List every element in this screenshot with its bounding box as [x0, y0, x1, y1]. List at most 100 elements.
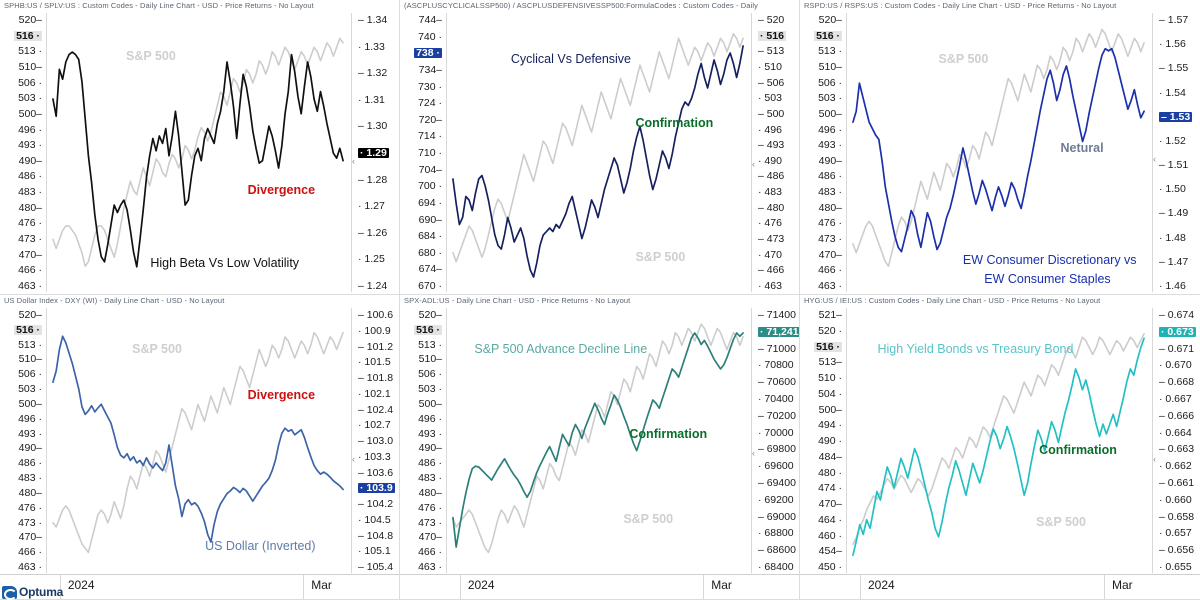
right-axis[interactable]: – 100.6 · 100.9 – 101.2 · 101.5 – 101.8 · 102…	[353, 308, 399, 599]
panel-ew-consumer-discretionary-vs-staples[interactable]: RSPD:US / RSPS:US : Custom Codes - Daily…	[800, 0, 1200, 295]
plot-area[interactable]: 520– 516 · 513 · 510– 506 · 503 · 500– 496 · 493…	[800, 13, 1200, 294]
right-axis[interactable]: – 71400 · 71,241 – 71000 · 70800 – 70600 · 70…	[753, 308, 799, 599]
plot-frame[interactable]: S&P 500 Netural EW Consumer Discretionary …	[846, 13, 1153, 292]
axis-tick: 460 ·	[818, 529, 842, 542]
chevron-left-icon[interactable]: ‹	[752, 159, 755, 170]
axis-tick: 690–	[418, 213, 442, 226]
axis-tick: 473 ·	[18, 516, 42, 529]
axis-tick: · 476	[758, 217, 782, 230]
chevron-left-icon[interactable]: ‹	[352, 156, 355, 167]
axis-tick: · 1.25	[358, 253, 385, 266]
right-axis[interactable]: – 0.674 · 0.673 – 0.671 · 0.670 – 0.668 · 0.6…	[1154, 308, 1200, 599]
plot-frame[interactable]: S&P 500 Divergence High Beta Vs Low Volati…	[46, 13, 352, 292]
axis-tick: 694 ·	[418, 196, 442, 209]
left-axis[interactable]: 520– 516 · 513 · 510– 506 · 503 · 500– 496 · 493…	[0, 13, 46, 294]
plot-frame[interactable]: S&P 500 Cyclical Vs Defensive Confirmation	[446, 13, 752, 292]
left-axis[interactable]: 520– 516 · 513 · 510– 506 · 503 · 500– 496 · 493…	[0, 308, 46, 599]
axis-tick: – 0.656	[1159, 544, 1195, 557]
axis-tick: 496 ·	[18, 412, 42, 425]
axis-tick: 500–	[818, 107, 842, 120]
chart-lines	[452, 323, 744, 554]
panel-cyclical-vs-defensive[interactable]: (ASCPLUSCYCLICALSSP500) / ASCPLUSDEFENSI…	[400, 0, 800, 295]
axis-tick: 484–	[818, 450, 842, 463]
axis-tick: 674–	[418, 263, 442, 276]
axis-tick: – 1.57	[1159, 14, 1189, 26]
axis-tick: 724 ·	[418, 97, 442, 110]
x-axis-label: 2024	[67, 578, 95, 592]
panel-title: SPX-ADL:US - Daily Line Chart - USD - Pr…	[404, 296, 631, 305]
series-watermark-label: S&P 500	[938, 52, 989, 67]
axis-tick: · 71,241	[758, 325, 799, 338]
chart-annotation: High Beta Vs Low Volatility	[150, 255, 300, 270]
plot-frame[interactable]: S&P 500 Divergence US Dollar (Inverted)	[46, 308, 352, 573]
chart-lines	[452, 33, 744, 278]
axis-tick: – 1.28	[358, 173, 388, 186]
x-axis[interactable]: 2024 Mar	[0, 574, 399, 599]
axis-tick: – 0.671	[1159, 342, 1195, 355]
optuma-logo: Optuma	[2, 585, 63, 600]
axis-tick: 490–	[418, 442, 442, 455]
x-axis[interactable]: 2024 Mar	[400, 574, 799, 599]
axis-tick: · 0.670	[1159, 359, 1192, 372]
x-axis-separator	[860, 575, 861, 599]
axis-tick: 496 ·	[18, 123, 42, 136]
plot-frame[interactable]: S&P 500 S&P 500 Advance Decline Line Confi…	[446, 308, 752, 573]
chevron-left-icon[interactable]: ‹	[1153, 153, 1156, 164]
axis-tick: 483 ·	[18, 472, 42, 485]
panel-sp500-advance-decline-line[interactable]: SPX-ADL:US - Daily Line Chart - USD - Pr…	[400, 295, 800, 600]
x-axis-label: 2024	[467, 578, 495, 592]
axis-tick: – 0.674	[1159, 309, 1195, 321]
axis-tick: 506 ·	[18, 76, 42, 89]
plot-area[interactable]: 520– 516 · 513 · 510– 506 · 503 · 500– 496 · 493…	[0, 308, 399, 599]
left-axis[interactable]: 520– 516 · 513 · 510– 506 · 503 · 500– 496 · 493…	[400, 308, 446, 599]
axis-tick: 734–	[418, 63, 442, 76]
axis-tick: · 1.54	[1159, 86, 1186, 99]
plot-area[interactable]: 521– 520 · 516 · 513– 510 · 504 · 500– 494 · 490…	[800, 308, 1200, 599]
axis-tick: 496 ·	[418, 412, 442, 425]
plot-area[interactable]: 520– 516 · 513 · 510– 506 · 503 · 500– 496 · 493…	[0, 13, 399, 294]
plot-area[interactable]: 520– 516 · 513 · 510– 506 · 503 · 500– 496 · 493…	[400, 308, 799, 599]
axis-tick: · 100.9	[358, 324, 391, 337]
axis-tick: – 506	[758, 76, 785, 89]
left-axis[interactable]: 520– 516 · 513 · 510– 506 · 503 · 500– 496 · 493…	[800, 13, 846, 294]
left-axis[interactable]: 521– 520 · 516 · 513– 510 · 504 · 500– 494 · 490…	[800, 308, 846, 599]
right-axis[interactable]: – 1.57 · 1.56 – 1.55 · 1.54 – 1.53 · 1.52 – 1.…	[1154, 13, 1200, 294]
plot-area[interactable]: 744– 740 · 738 · 734– 730 · 724 · 720– 714 · 710…	[400, 13, 799, 294]
right-axis[interactable]: – 520 · 516 – 513 · 510 – 506 · 503 – 500 · 496…	[753, 13, 799, 294]
axis-tick: · 68400	[758, 561, 794, 573]
axis-tick: · 1.48	[1159, 231, 1186, 244]
axis-tick: 513 ·	[18, 45, 42, 58]
axis-tick: – 493	[758, 139, 785, 152]
x-axis[interactable]: 2024 Mar	[800, 574, 1200, 599]
axis-tick: 520–	[18, 14, 42, 26]
axis-tick: 516 ·	[414, 323, 442, 336]
axis-tick: · 68800	[758, 527, 794, 540]
axis-tick: 463 ·	[18, 561, 42, 573]
panel-us-dollar-inverted[interactable]: US Dollar Index - DXY (WI) - Daily Line …	[0, 295, 400, 600]
chevron-left-icon[interactable]: ‹	[352, 453, 355, 464]
axis-tick: 513 ·	[818, 45, 842, 58]
axis-tick: 486 ·	[18, 457, 42, 470]
plot-frame[interactable]: S&P 500 High Yield Bonds vs Treasury Bond…	[846, 308, 1153, 573]
chevron-left-icon[interactable]: ‹	[752, 447, 755, 458]
chart-annotation: Confirmation	[1039, 443, 1117, 458]
axis-tick: 496 ·	[818, 123, 842, 136]
axis-tick: 720–	[418, 113, 442, 126]
axis-tick: 704–	[418, 163, 442, 176]
axis-tick: 503 ·	[18, 383, 42, 396]
axis-tick: 494 ·	[818, 419, 842, 432]
axis-tick: 500–	[18, 397, 42, 410]
panel-high-beta-vs-low-volatility[interactable]: SPHB:US / SPLV:US : Custom Codes - Daily…	[0, 0, 400, 295]
axis-tick: 486 ·	[818, 170, 842, 183]
axis-tick: 513 ·	[18, 338, 42, 351]
left-axis[interactable]: 744– 740 · 738 · 734– 730 · 724 · 720– 714 · 710…	[400, 13, 446, 294]
chevron-left-icon[interactable]: ‹	[1153, 453, 1156, 464]
optuma-logo-icon	[2, 585, 17, 600]
right-axis[interactable]: – 1.34 · 1.33 – 1.32 · 1.31 – 1.30 · 1.29 – 1.…	[353, 13, 399, 294]
axis-tick: 470–	[818, 498, 842, 510]
axis-tick: 470–	[18, 531, 42, 544]
axis-tick: 476 ·	[18, 217, 42, 230]
panel-high-yield-bonds-vs-treasury-bond[interactable]: HYG:US / IEI:US : Custom Codes - Daily L…	[800, 295, 1200, 600]
chart-annotation: EW Consumer Staples	[984, 272, 1111, 287]
